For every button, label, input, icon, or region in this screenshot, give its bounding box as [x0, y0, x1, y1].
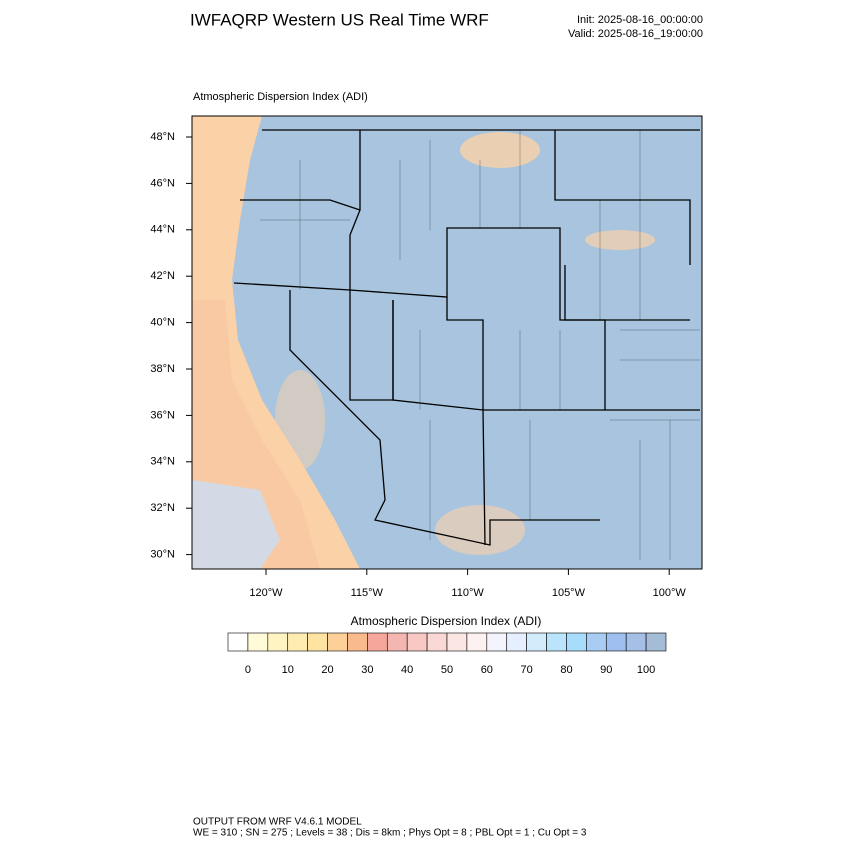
lon-label: 115°W: [351, 587, 384, 599]
colorbar-label: 10: [282, 664, 294, 676]
colorbar-swatch: [247, 632, 269, 652]
field-patch: [585, 230, 655, 250]
lat-label: 48°N: [150, 131, 175, 143]
colorbar-label: 100: [637, 664, 655, 676]
lat-label: 42°N: [150, 270, 175, 282]
lat-label: 38°N: [150, 363, 175, 375]
map-title: Atmospheric Dispersion Index (ADI): [193, 91, 368, 103]
lat-label: 36°N: [150, 409, 175, 421]
lat-label: 30°N: [150, 549, 175, 561]
colorbar-swatch: [327, 632, 348, 652]
init-time: Init: 2025-08-16_00:00:00: [577, 14, 703, 26]
title: IWFAQRP Western US Real Time WRF: [190, 10, 489, 29]
map: [191, 115, 703, 570]
colorbar-swatch: [605, 632, 627, 652]
footer-line: WE = 310 ; SN = 275 ; Levels = 38 ; Dis …: [193, 828, 587, 839]
colorbar-swatch: [466, 632, 488, 652]
colorbar-label: 90: [600, 664, 612, 676]
ocean-field: [192, 480, 280, 569]
colorbar-label: 40: [401, 664, 413, 676]
colorbar-label: 80: [560, 664, 572, 676]
colorbar-swatch: [287, 632, 308, 652]
county-borders: [260, 130, 700, 560]
colorbar-swatch: [386, 632, 408, 652]
colorbar-swatch: [446, 632, 468, 652]
lon-label: 105°W: [552, 587, 586, 599]
map-frame: [191, 115, 703, 570]
colorbar-swatch: [486, 632, 508, 652]
lon-label: 110°W: [451, 587, 484, 599]
colorbar-label: 0: [245, 664, 251, 676]
valid-time: Valid: 2025-08-16_19:00:00: [568, 28, 703, 40]
lat-label: 46°N: [150, 177, 175, 189]
colorbar-swatch: [307, 632, 328, 652]
colorbar-swatch: [267, 632, 289, 652]
footer-line: OUTPUT FROM WRF V4.6.1 MODEL: [193, 817, 362, 828]
colorbar-swatch: [367, 632, 388, 652]
colorbar-swatch: [586, 632, 607, 652]
colorbar-title: Atmospheric Dispersion Index (ADI): [351, 614, 542, 628]
lon-label: 100°W: [653, 587, 687, 599]
colorbar-swatch: [347, 632, 368, 652]
colorbar-label: 30: [361, 664, 373, 676]
colorbar-swatch: [625, 632, 647, 652]
colorbar-label: 60: [481, 664, 493, 676]
colorbar-label: 50: [441, 664, 453, 676]
colorbar-swatch: [406, 632, 428, 652]
state-borders: [233, 129, 700, 546]
lat-label: 32°N: [150, 502, 175, 514]
colorbar-swatch: [546, 632, 567, 652]
colorbar-swatch: [645, 632, 667, 652]
colorbar-swatch: [506, 632, 527, 652]
lon-label: 120°W: [249, 587, 283, 599]
lat-label: 44°N: [150, 224, 175, 236]
colorbar-label: 70: [521, 664, 533, 676]
colorbar-swatch: [227, 632, 249, 652]
field-patch: [275, 370, 325, 470]
field-patch: [460, 132, 540, 168]
field-patch: [435, 505, 525, 555]
colorbar-swatch: [426, 632, 448, 652]
colorbar-swatch: [526, 632, 547, 652]
colorbar-swatch: [566, 632, 587, 652]
lat-label: 34°N: [150, 456, 175, 468]
lat-label: 40°N: [150, 317, 175, 329]
colorbar-label: 20: [321, 664, 333, 676]
